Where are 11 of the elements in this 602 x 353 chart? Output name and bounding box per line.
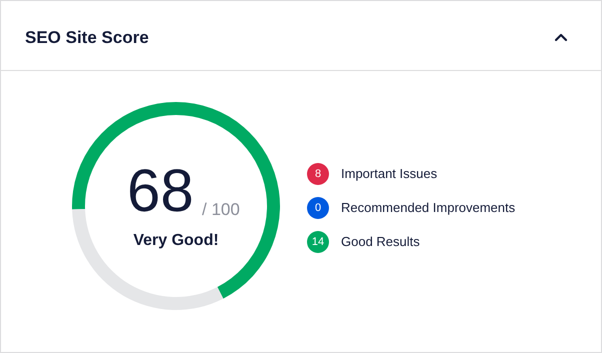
- text: 68: [127, 157, 194, 224]
- text: Important Issues: [341, 166, 438, 181]
- text: / 100: [202, 200, 240, 220]
- text: 14: [307, 231, 329, 253]
- text: Good Results: [341, 234, 420, 249]
- text: 0: [307, 197, 329, 219]
- text: Recommended Improvements: [341, 200, 516, 215]
- chart-title: SEO Site Score: [25, 28, 149, 48]
- donut-slice: [72, 102, 280, 299]
- text: 8: [307, 163, 329, 185]
- text: Very Good!: [133, 232, 219, 250]
